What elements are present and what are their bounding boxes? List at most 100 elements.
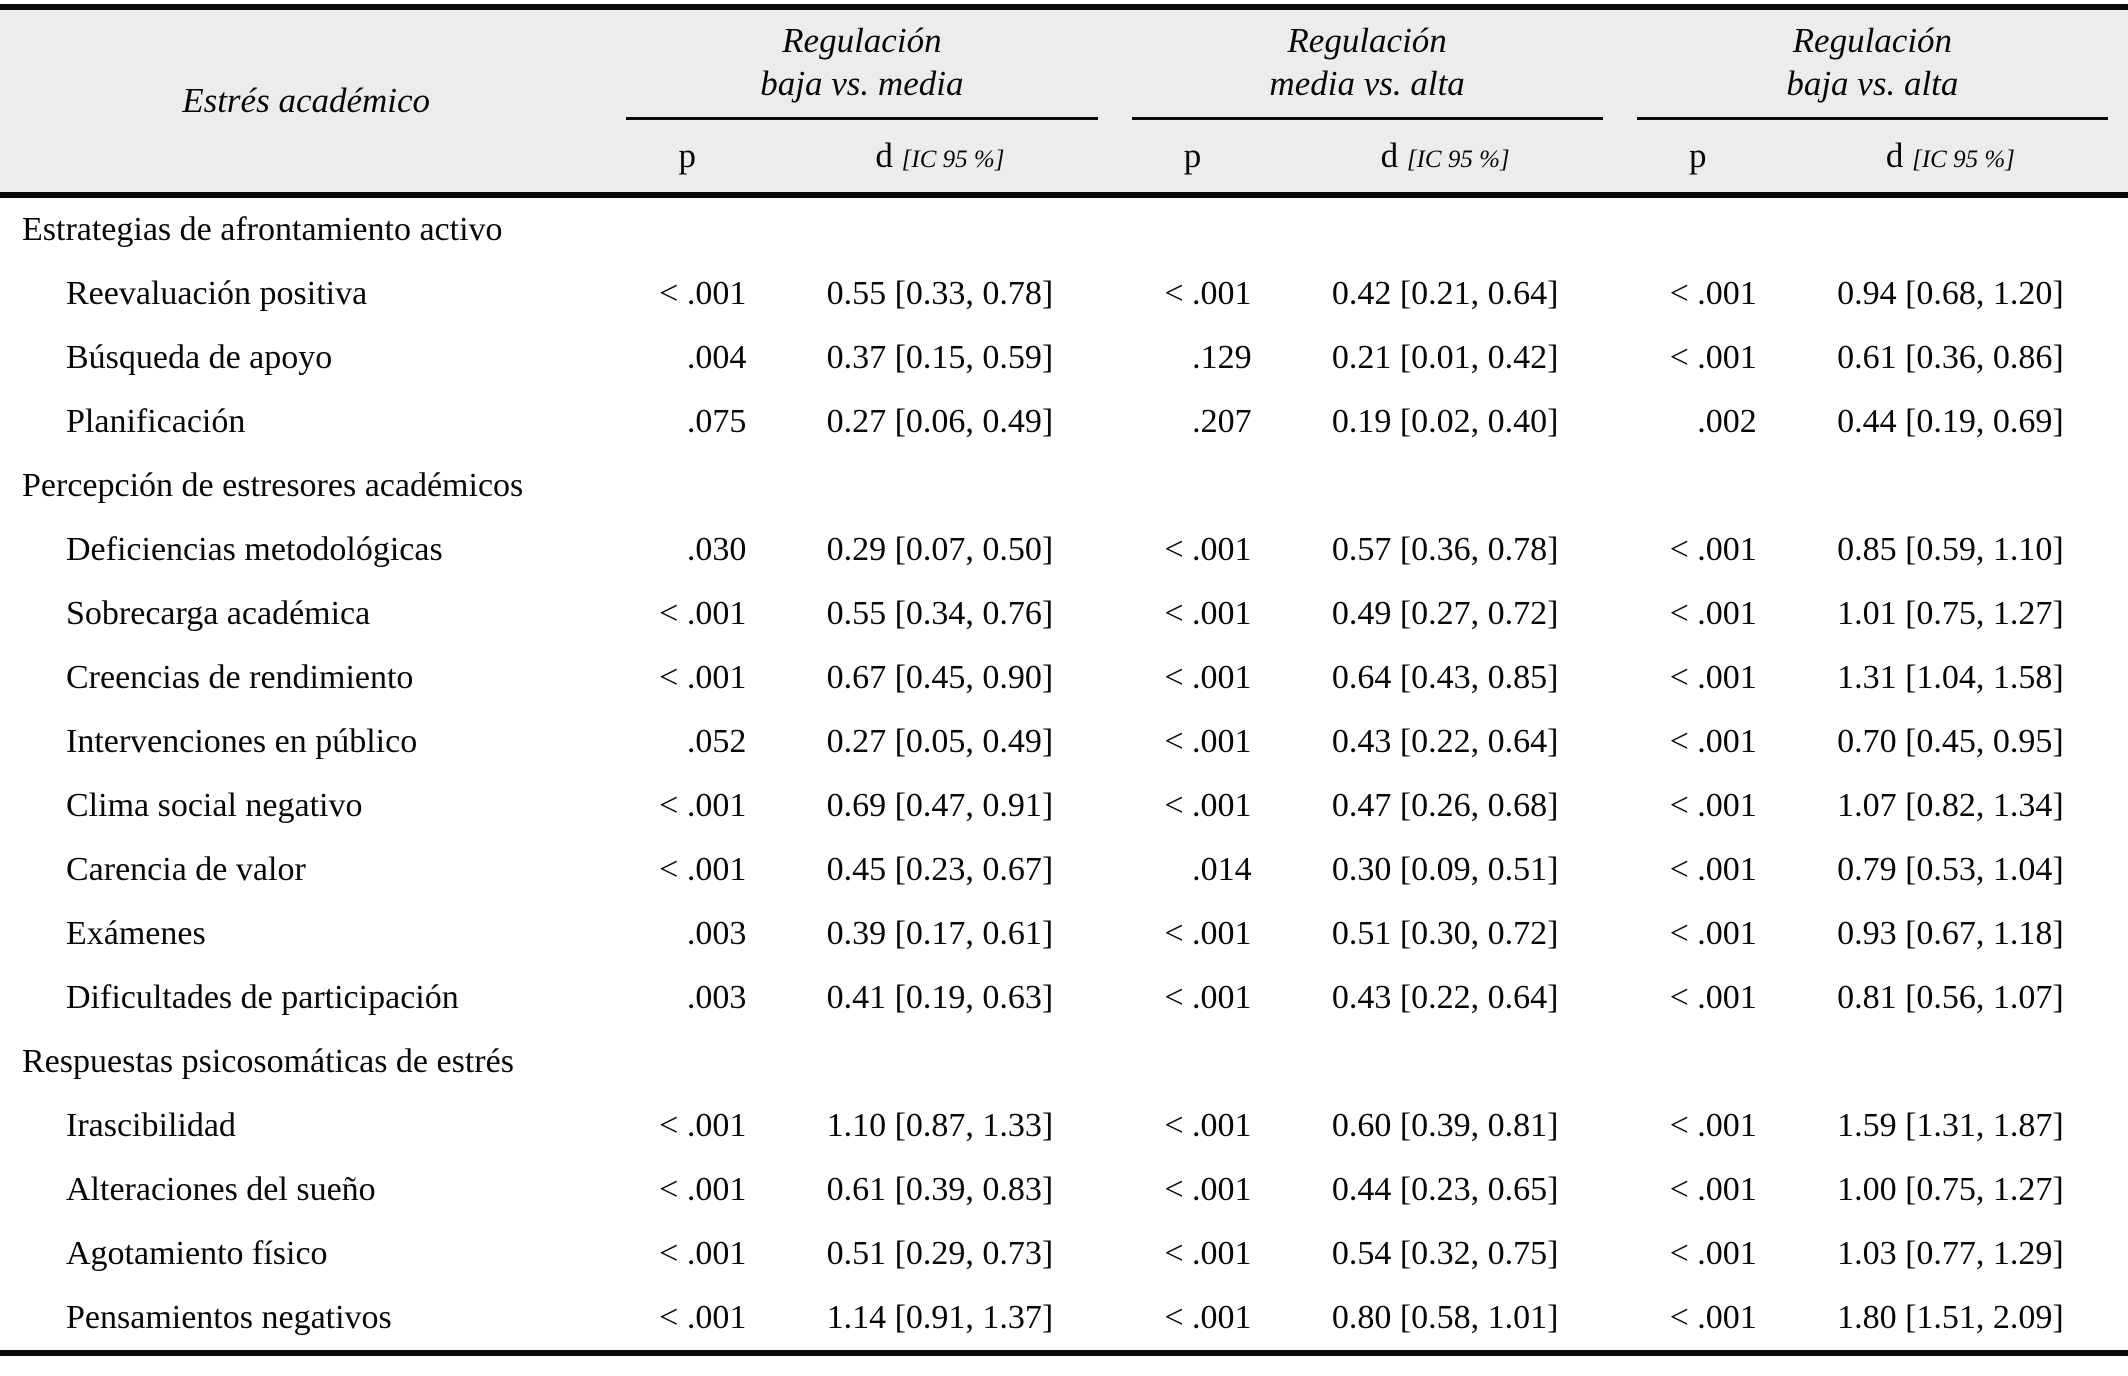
table-row: Alteraciones del sueño < .001 0.61 [0.39… [0,1158,2128,1222]
effect-size-cell: 0.79 [0.53, 1.04] [1837,851,2064,889]
effect-size-cell: 0.54 [0.32, 0.75] [1331,1235,1559,1273]
effect-size-comparison-table: Estrés académico Regulación baja vs. med… [0,4,2128,1357]
section-filler [612,454,2128,518]
effect-size-cell: 1.59 [1.31, 1.87] [1837,1107,2064,1145]
p-value-cell: < .001 [1669,1235,1757,1273]
effect-size-cell: 0.44 [0.23, 0.65] [1331,1171,1559,1209]
row-label: Sobrecarga académica [66,595,371,633]
table-row: Sobrecarga académica < .001 0.55 [0.34, … [0,582,2128,646]
effect-size-cell: 0.43 [0.22, 0.64] [1331,723,1559,761]
effect-size-cell: 1.10 [0.87, 1.33] [826,1107,1054,1145]
p-value-cell: .003 [686,979,747,1017]
effect-size-cell: 0.21 [0.01, 0.42] [1331,339,1559,377]
p-value-cell: < .001 [1164,275,1252,313]
p-value-cell: .129 [1192,339,1252,377]
effect-size-cell: 0.51 [0.30, 0.72] [1331,915,1559,953]
row-label: Clima social negativo [66,787,363,825]
effect-size-cell: 1.31 [1.04, 1.58] [1837,659,2064,697]
p-value-cell: < .001 [612,1286,763,1357]
p-value-cell: < .001 [1669,1171,1757,1209]
effect-size-cell: 0.93 [0.67, 1.18] [1837,915,2064,953]
p-value-cell: .003 [686,915,747,953]
effect-size-cell: 0.81 [0.56, 1.07] [1837,979,2064,1017]
effect-size-cell: 0.57 [0.36, 0.78] [1331,531,1559,569]
column-header-row: p d [IC 95 %] p d [IC 95 %] p d [IC 95 %… [0,120,2128,199]
d-label: d [1380,136,1399,176]
ci-label: [IC 95 %] [1912,136,2015,176]
p-value-cell: < .001 [659,1107,747,1145]
row-label: Alteraciones del sueño [66,1171,376,1209]
effect-size-cell: 0.61 [0.39, 0.83] [826,1171,1054,1209]
effect-size-cell: 0.42 [0.21, 0.64] [1331,275,1559,313]
p-value-cell: < .001 [1164,915,1252,953]
p-value-cell: < .001 [1669,723,1757,761]
effect-size-cell: 0.51 [0.29, 0.73] [826,1235,1054,1273]
p-value-cell: < .001 [659,1171,747,1209]
effect-size-cell: 0.55 [0.33, 0.78] [826,275,1054,313]
row-label: Intervenciones en público [66,723,418,761]
effect-size-cell: 0.64 [0.43, 0.85] [1331,659,1559,697]
section-filler [612,1030,2128,1094]
stub-header: Estrés académico [0,7,613,199]
effect-size-cell: 0.30 [0.09, 0.51] [1331,851,1559,889]
row-label: Creencias de rendimiento [66,659,414,697]
effect-size-cell: 1.14 [0.91, 1.37] [762,1286,1118,1357]
ci-label: [IC 95 %] [1406,136,1510,176]
row-label: Irascibilidad [66,1107,236,1145]
group-title-line2: baja vs. media [760,63,964,103]
effect-size-cell: 0.39 [0.17, 0.61] [826,915,1054,953]
section-filler [612,195,2128,262]
group-header-baja-vs-media: Regulación baja vs. media [612,7,1118,121]
table-row: Deficiencias metodológicas .030 0.29 [0.… [0,518,2128,582]
effect-size-cell: 0.29 [0.07, 0.50] [826,531,1054,569]
effect-size-cell: 1.01 [0.75, 1.27] [1837,595,2064,633]
group-title: Regulación baja vs. media [626,10,1098,121]
effect-size-cell: 0.69 [0.47, 0.91] [826,787,1054,825]
group-title: Regulación media vs. alta [1131,10,1603,121]
p-value-cell: < .001 [1164,1171,1252,1209]
effect-size-cell: 1.03 [0.77, 1.29] [1837,1235,2064,1273]
p-value-cell: < .001 [1669,275,1757,313]
ci-label: [IC 95 %] [901,136,1005,176]
row-label: Dificultades de participación [66,979,459,1017]
p-value-cell: < .001 [659,275,747,313]
table-row: Clima social negativo < .001 0.69 [0.47,… [0,774,2128,838]
effect-size-cell: 0.60 [0.39, 0.81] [1331,1107,1559,1145]
effect-size-cell: 0.49 [0.27, 0.72] [1331,595,1559,633]
effect-size-cell: 0.70 [0.45, 0.95] [1837,723,2064,761]
effect-size-cell: 0.85 [0.59, 1.10] [1837,531,2064,569]
p-value-cell: < .001 [1669,531,1757,569]
group-header-row: Estrés académico Regulación baja vs. med… [0,7,2128,199]
effect-size-cell: 0.45 [0.23, 0.67] [826,851,1054,889]
table-row: Irascibilidad < .001 1.10 [0.87, 1.33] <… [0,1094,2128,1158]
table-row: Carencia de valor < .001 0.45 [0.23, 0.6… [0,838,2128,902]
effect-size-cell: 0.55 [0.34, 0.76] [826,595,1054,633]
p-value-cell: < .001 [1669,979,1757,1017]
p-value-cell: .002 [1697,403,1757,441]
group-title-line1: Regulación [782,21,942,60]
p-value-cell: < .001 [1164,531,1252,569]
table-row: Pensamientos negativos < .001 1.14 [0.91… [0,1286,2128,1357]
p-value-cell: < .001 [1164,1107,1252,1145]
p-value-cell: < .001 [1164,979,1252,1017]
row-label: Pensamientos negativos [0,1286,613,1357]
p-value-cell: < .001 [1164,787,1252,825]
effect-size-cell: 0.41 [0.19, 0.63] [826,979,1054,1017]
p-column-header: p [612,120,763,199]
p-value-cell: < .001 [1164,659,1252,697]
p-value-cell: < .001 [1669,339,1757,377]
group-title-line2: baja vs. alta [1786,63,1959,103]
d-label: d [875,136,893,176]
effect-size-cell: 1.07 [0.82, 1.34] [1837,787,2064,825]
effect-size-cell: 0.67 [0.45, 0.90] [826,659,1054,697]
row-label: Reevaluación positiva [66,275,368,313]
p-column-header: p [1117,120,1268,199]
p-value-cell: < .001 [1164,723,1252,761]
p-value-cell: < .001 [1669,851,1757,889]
table-row: Creencias de rendimiento < .001 0.67 [0.… [0,646,2128,710]
section-header-row: Percepción de estresores académicos [0,454,2128,518]
table-row: Exámenes .003 0.39 [0.17, 0.61] < .001 0… [0,902,2128,966]
p-value-cell: < .001 [1669,659,1757,697]
p-value-cell: < .001 [1164,1235,1252,1273]
section-title: Respuestas psicosomáticas de estrés [22,1043,514,1081]
